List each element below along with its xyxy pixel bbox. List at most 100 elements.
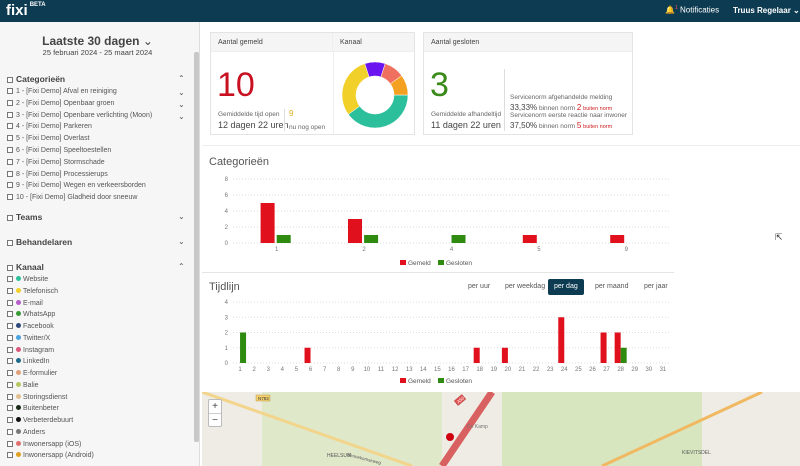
category-filter-item[interactable]: 9 - [Fixi Demo] Wegen en verkeersborden — [7, 182, 146, 189]
checkbox[interactable] — [7, 276, 13, 282]
channel-filter-item[interactable]: Instagram — [7, 346, 54, 354]
map[interactable]: HEELSUM KIEVITSDEL De Kamp N783 A50 Benn… — [202, 392, 800, 466]
chevron-up-icon[interactable]: ⌃ — [178, 262, 185, 271]
checkbox[interactable] — [7, 428, 13, 435]
checkbox[interactable] — [7, 405, 13, 412]
chevron-down-icon[interactable]: ⌄ — [178, 237, 185, 246]
channel-filter-item[interactable]: Buitenbeter — [7, 405, 59, 412]
bar-gemeld — [260, 203, 275, 243]
checkbox[interactable] — [7, 240, 13, 246]
channel-filter-item[interactable]: E-mail — [7, 299, 43, 307]
channel-filter-item[interactable]: Verbeterdebuurt — [7, 417, 73, 424]
x-tick-label: 18 — [476, 367, 483, 373]
timeline-button-per-maand[interactable]: per maand — [595, 283, 629, 290]
chevron-up-icon[interactable]: ⌃ — [178, 74, 185, 83]
bar-gesloten — [620, 347, 627, 363]
category-filter-item[interactable]: 4 - [Fixi Demo] Parkeren — [7, 123, 92, 130]
category-filter-item[interactable]: 1 - [Fixi Demo] Afval en reiniging — [7, 88, 117, 95]
channel-filter-item[interactable]: Balie — [7, 381, 39, 389]
filter-section-handlers[interactable]: Behandelaren — [7, 237, 72, 247]
checkbox[interactable] — [7, 334, 13, 341]
category-filter-item[interactable]: 8 - [Fixi Demo] Processierups — [7, 170, 108, 178]
x-tick-label: 24 — [561, 367, 568, 373]
bar-gesloten — [276, 235, 291, 243]
checkbox[interactable] — [7, 111, 13, 118]
checkbox[interactable] — [7, 265, 13, 271]
fixi-logo[interactable]: fixi BETA — [6, 2, 46, 19]
timeline-button-per-weekdag[interactable]: per weekdag — [505, 283, 546, 290]
channel-filter-item[interactable]: Twitter/X — [7, 334, 50, 342]
checkbox[interactable] — [7, 323, 13, 329]
closed-count: 3 — [430, 66, 449, 104]
channel-filter-item[interactable]: E-formulier — [7, 370, 57, 377]
card-reported: Aantal gemeld Kanaal 10 Gemiddelde tijd … — [210, 32, 415, 135]
checkbox[interactable] — [7, 194, 13, 201]
checkbox[interactable] — [7, 170, 13, 177]
channel-filter-item[interactable]: Storingsdienst — [7, 393, 67, 401]
checkbox[interactable] — [7, 417, 13, 423]
category-filter-item[interactable]: 6 - [Fixi Demo] Speeltoestellen — [7, 147, 111, 154]
checkbox[interactable] — [7, 370, 13, 376]
donut-slice[interactable] — [341, 63, 370, 115]
channel-filter-item[interactable]: WhatsApp — [7, 311, 55, 318]
y-tick-label: 3 — [225, 315, 229, 321]
channel-filter-item[interactable]: LinkedIn — [7, 358, 49, 365]
timeline-title: Tijdlijn — [209, 281, 240, 293]
checkbox[interactable] — [7, 77, 13, 83]
checkbox[interactable] — [7, 88, 13, 94]
checkbox[interactable] — [7, 452, 13, 459]
zoom-out-button[interactable]: − — [212, 415, 218, 426]
donut-slice[interactable] — [390, 75, 409, 96]
date-range-text: 25 februari 2024 - 25 maart 2024 — [42, 48, 153, 57]
channel-filter-item[interactable]: Anders — [7, 428, 45, 436]
checkbox[interactable] — [7, 287, 13, 294]
chevron-down-icon[interactable]: ⌄ — [178, 88, 185, 97]
checkbox[interactable] — [7, 215, 13, 221]
checkbox[interactable] — [7, 393, 13, 400]
sidebar-scrollbar[interactable] — [194, 52, 199, 442]
x-tick-label: 9 — [625, 247, 629, 253]
filter-section-channel[interactable]: Kanaal — [7, 262, 44, 272]
channel-color-dot — [16, 393, 21, 399]
checkbox[interactable] — [7, 440, 13, 447]
filter-section-categories[interactable]: Categorieën — [7, 74, 65, 84]
bar-gemeld — [600, 332, 607, 363]
checkbox[interactable] — [7, 99, 13, 106]
checkbox[interactable] — [7, 147, 13, 153]
x-tick-label: 25 — [575, 367, 582, 373]
category-filter-item[interactable]: 2 - [Fixi Demo] Openbaar groen — [7, 99, 114, 107]
filter-section-teams[interactable]: Teams — [7, 212, 42, 222]
date-range-select[interactable]: Laatste 30 dagen ⌄ — [42, 34, 153, 48]
checkbox[interactable] — [7, 299, 13, 306]
chevron-down-icon[interactable]: ⌄ — [178, 99, 185, 109]
channel-filter-item[interactable]: Inwonersapp (Android) — [7, 452, 94, 459]
checkbox[interactable] — [7, 346, 13, 353]
timeline-button-per-jaar[interactable]: per jaar — [644, 283, 668, 290]
zoom-in-button[interactable]: + — [209, 400, 221, 414]
channel-filter-item[interactable]: Facebook — [7, 323, 54, 330]
category-filter-item[interactable]: 7 - [Fixi Demo] Stormschade — [7, 158, 105, 166]
checkbox[interactable] — [7, 182, 13, 189]
user-menu[interactable]: Truus Regelaar ⌄ — [733, 6, 800, 15]
donut-slice[interactable] — [347, 94, 409, 129]
bar-gemeld — [614, 332, 621, 363]
timeline-button-per-uur[interactable]: per uur — [468, 283, 491, 290]
category-filter-item[interactable]: 10 - [Fixi Demo] Gladheid door sneeuw — [7, 194, 137, 201]
map-marker[interactable] — [446, 433, 454, 441]
timeline-button-per-dag[interactable]: per dag — [548, 279, 584, 295]
checkbox[interactable] — [7, 358, 13, 365]
checkbox[interactable] — [7, 158, 13, 165]
chevron-down-icon[interactable]: ⌄ — [178, 111, 185, 121]
category-filter-item[interactable]: 5 - [Fixi Demo] Overlast — [7, 135, 90, 142]
checkbox[interactable] — [7, 381, 13, 388]
legend-label: Gemeld — [408, 260, 431, 267]
channel-filter-item[interactable]: Inwonersapp (iOS) — [7, 440, 81, 448]
channel-filter-item[interactable]: Telefonisch — [7, 287, 58, 295]
notifications-button[interactable]: 🔔1 Notificaties — [665, 5, 720, 15]
checkbox[interactable] — [7, 123, 13, 130]
checkbox[interactable] — [7, 311, 13, 318]
chevron-down-icon[interactable]: ⌄ — [178, 212, 185, 221]
checkbox[interactable] — [7, 135, 13, 142]
channel-filter-item[interactable]: Website — [7, 276, 48, 283]
category-filter-item[interactable]: 3 - [Fixi Demo] Openbare verlichting (Mo… — [7, 111, 152, 119]
